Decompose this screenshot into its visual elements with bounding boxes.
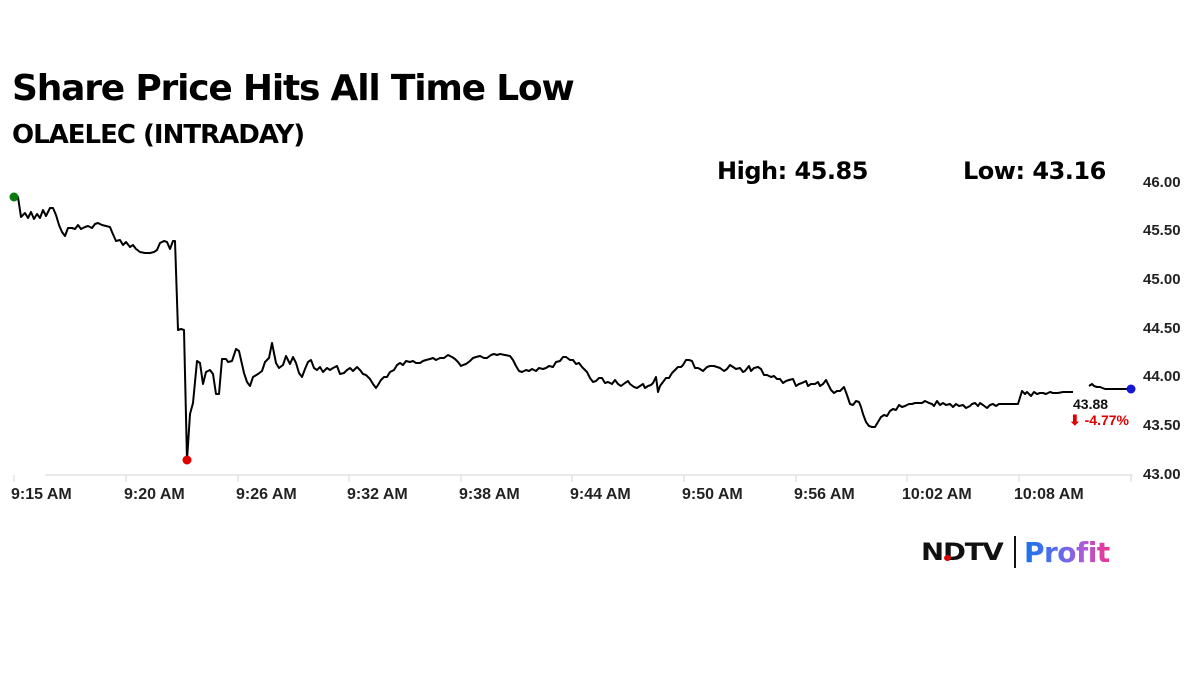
logo-divider: [1013, 536, 1016, 568]
x-tick-0920: 9:20 AM: [124, 486, 185, 503]
y-tick-43-50: 43.50: [1143, 417, 1181, 434]
low-marker: [182, 455, 192, 465]
x-tick-0915: 9:15 AM: [11, 486, 72, 503]
y-tick-45: 45.00: [1143, 271, 1181, 288]
x-tick-0938: 9:38 AM: [459, 486, 520, 503]
open-marker: [9, 192, 19, 202]
x-tick-1008: 10:08 AM: [1014, 486, 1084, 503]
logo-red-dot-icon: [944, 555, 951, 561]
y-tick-44-50: 44.50: [1143, 320, 1181, 337]
ndtv-profit-logo: NDTV Profit: [921, 532, 1110, 572]
high-price-label: High: 45.85: [717, 157, 868, 185]
y-tick-46: 46.00: [1143, 174, 1181, 191]
last-price-label: 43.88: [1073, 396, 1109, 412]
x-tick-0944: 9:44 AM: [570, 486, 631, 503]
x-tick-0932: 9:32 AM: [347, 486, 408, 503]
x-axis-ticks: [13, 475, 1132, 482]
y-tick-45-50: 45.50: [1143, 222, 1181, 239]
y-tick-44: 44.00: [1143, 368, 1181, 385]
last-price-marker: [1126, 384, 1136, 394]
x-tick-1002: 10:02 AM: [902, 486, 972, 503]
price-line-end: [1088, 383, 1131, 390]
x-tick-0926: 9:26 AM: [236, 486, 297, 503]
chart-title: Share Price Hits All Time Low: [12, 68, 575, 109]
low-price-label: Low: 43.16: [963, 157, 1106, 185]
chart-subtitle: OLAELEC (INTRADAY): [12, 120, 305, 150]
price-change-label: ⬇ -4.77%: [1069, 412, 1129, 428]
x-tick-0950: 9:50 AM: [682, 486, 743, 503]
logo-ndtv-wordmark: NDTV: [921, 538, 1004, 566]
price-line: [14, 196, 1073, 461]
x-tick-0956: 9:56 AM: [794, 486, 855, 503]
y-tick-43: 43.00: [1143, 466, 1181, 483]
logo-profit-wordmark: Profit: [1023, 535, 1110, 569]
